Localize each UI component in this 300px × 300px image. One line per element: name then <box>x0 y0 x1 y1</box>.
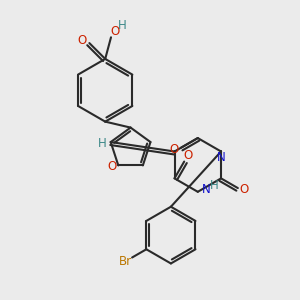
Text: H: H <box>98 137 107 150</box>
Text: H: H <box>210 179 219 192</box>
Text: N: N <box>217 151 225 164</box>
Text: O: O <box>111 25 120 38</box>
Text: O: O <box>240 183 249 196</box>
Text: H: H <box>118 20 127 32</box>
Text: O: O <box>77 34 86 47</box>
Text: O: O <box>107 160 116 173</box>
Text: O: O <box>183 149 192 162</box>
Text: Br: Br <box>119 255 132 268</box>
Text: O: O <box>170 143 179 156</box>
Text: N: N <box>202 183 211 196</box>
